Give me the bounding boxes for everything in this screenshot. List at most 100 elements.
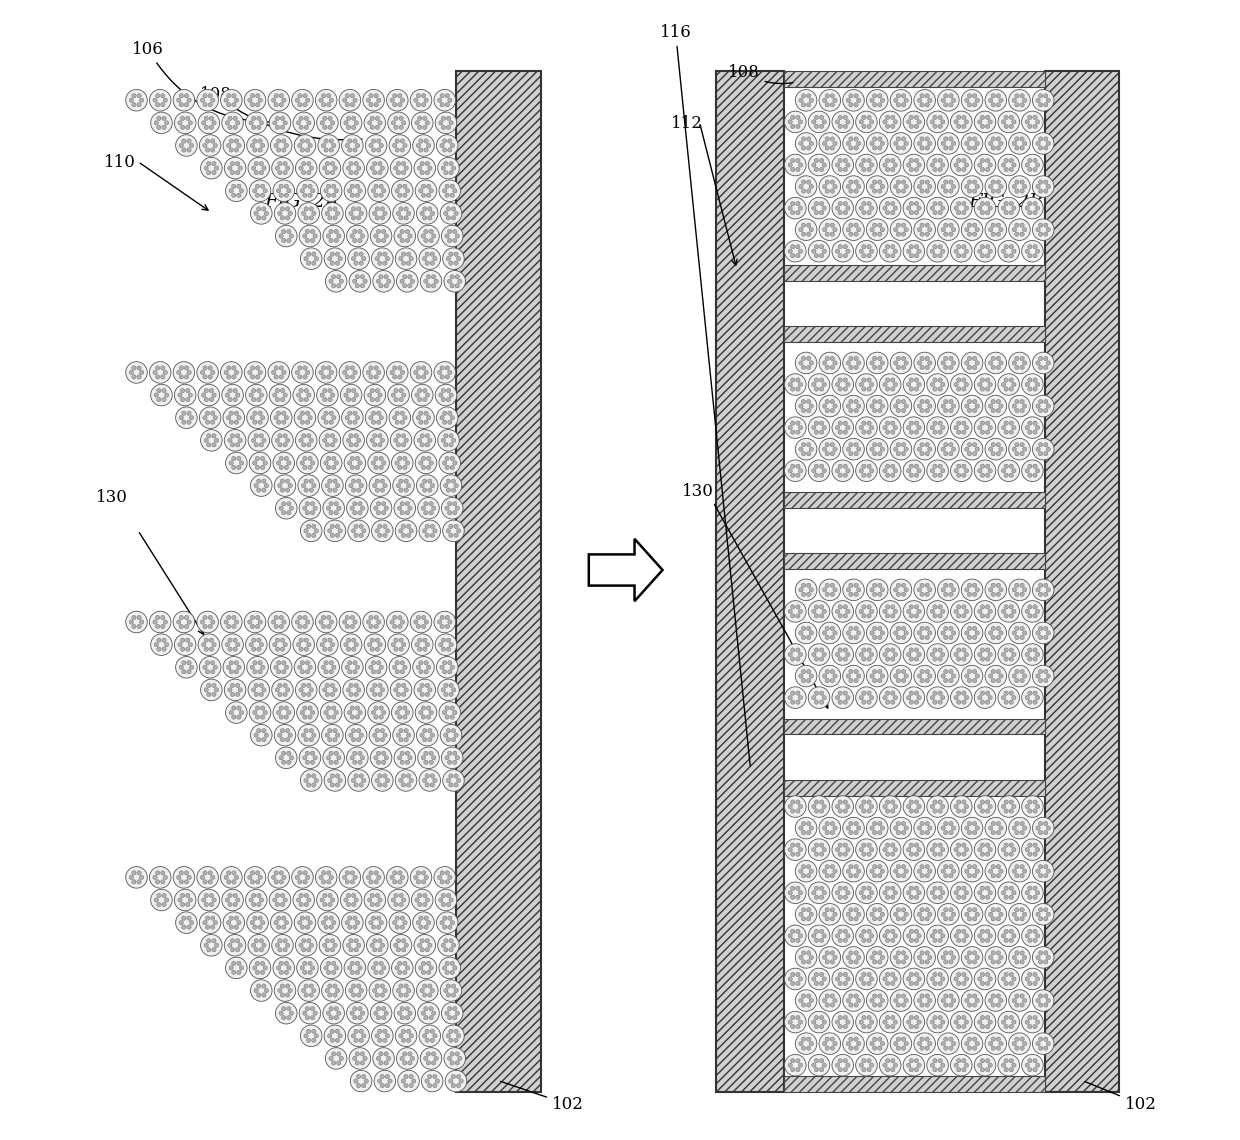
Circle shape xyxy=(280,389,285,393)
Circle shape xyxy=(944,951,947,955)
Circle shape xyxy=(425,774,429,779)
Circle shape xyxy=(212,162,216,165)
Circle shape xyxy=(441,943,445,947)
Circle shape xyxy=(1033,946,1054,968)
Circle shape xyxy=(893,120,898,124)
Circle shape xyxy=(1035,1020,1040,1024)
Circle shape xyxy=(937,1025,942,1028)
Circle shape xyxy=(949,233,954,236)
Circle shape xyxy=(975,154,996,176)
Circle shape xyxy=(1035,404,1040,408)
Circle shape xyxy=(366,620,371,625)
Circle shape xyxy=(1022,796,1043,817)
Circle shape xyxy=(429,502,433,506)
Circle shape xyxy=(932,613,937,618)
Circle shape xyxy=(932,800,937,804)
Circle shape xyxy=(873,907,877,912)
Circle shape xyxy=(1022,241,1043,262)
Circle shape xyxy=(309,479,314,483)
Circle shape xyxy=(274,375,278,380)
Circle shape xyxy=(402,947,405,952)
Circle shape xyxy=(372,211,377,215)
Circle shape xyxy=(446,903,450,906)
Circle shape xyxy=(1023,955,1027,960)
Circle shape xyxy=(348,938,353,943)
Circle shape xyxy=(862,430,866,434)
Circle shape xyxy=(988,1042,993,1045)
Circle shape xyxy=(883,609,887,613)
Circle shape xyxy=(893,805,898,808)
Circle shape xyxy=(796,982,800,986)
Circle shape xyxy=(343,643,348,646)
Circle shape xyxy=(1022,839,1043,861)
Circle shape xyxy=(951,404,956,408)
Circle shape xyxy=(285,206,290,211)
Circle shape xyxy=(849,917,853,921)
Circle shape xyxy=(916,805,921,808)
Circle shape xyxy=(289,756,294,760)
Circle shape xyxy=(1038,408,1043,413)
Circle shape xyxy=(304,206,309,211)
Circle shape xyxy=(396,925,399,929)
Circle shape xyxy=(846,425,851,430)
Circle shape xyxy=(956,842,961,847)
Circle shape xyxy=(415,958,436,978)
Circle shape xyxy=(854,223,858,227)
Circle shape xyxy=(347,226,368,246)
Circle shape xyxy=(967,864,972,869)
Circle shape xyxy=(832,1011,853,1033)
Circle shape xyxy=(396,461,399,465)
Circle shape xyxy=(304,1034,309,1037)
Circle shape xyxy=(305,420,310,424)
Circle shape xyxy=(187,876,191,880)
Circle shape xyxy=(843,253,847,258)
Circle shape xyxy=(944,357,947,360)
Circle shape xyxy=(448,1007,451,1011)
Circle shape xyxy=(404,1083,408,1088)
Circle shape xyxy=(398,871,402,876)
Circle shape xyxy=(252,438,255,442)
Circle shape xyxy=(403,715,407,719)
Circle shape xyxy=(419,139,423,144)
Circle shape xyxy=(305,876,310,880)
Circle shape xyxy=(985,579,1007,601)
Circle shape xyxy=(430,211,434,215)
Circle shape xyxy=(299,1002,321,1024)
Circle shape xyxy=(281,661,286,665)
Circle shape xyxy=(306,683,311,687)
Circle shape xyxy=(351,738,356,742)
Circle shape xyxy=(445,103,449,107)
Circle shape xyxy=(1023,98,1027,103)
Circle shape xyxy=(949,1047,954,1050)
Circle shape xyxy=(387,89,408,111)
Circle shape xyxy=(408,1060,412,1065)
Circle shape xyxy=(1012,206,1016,210)
Circle shape xyxy=(962,605,966,609)
Circle shape xyxy=(378,261,382,266)
Circle shape xyxy=(187,139,191,144)
Circle shape xyxy=(873,917,877,921)
Circle shape xyxy=(856,796,877,817)
Circle shape xyxy=(357,993,361,998)
Circle shape xyxy=(1014,1037,1019,1041)
Circle shape xyxy=(988,588,993,592)
Circle shape xyxy=(1004,700,1008,705)
Circle shape xyxy=(862,464,866,469)
Circle shape xyxy=(376,398,379,401)
Circle shape xyxy=(283,433,288,438)
Circle shape xyxy=(201,157,222,179)
Circle shape xyxy=(303,93,308,98)
Circle shape xyxy=(904,912,908,917)
Circle shape xyxy=(991,907,996,912)
Circle shape xyxy=(838,253,842,258)
Circle shape xyxy=(420,1048,441,1069)
Circle shape xyxy=(335,774,340,779)
Circle shape xyxy=(1044,1037,1048,1041)
Circle shape xyxy=(932,972,937,977)
Circle shape xyxy=(869,163,874,168)
Circle shape xyxy=(424,661,428,665)
Circle shape xyxy=(257,389,262,393)
Circle shape xyxy=(227,103,231,107)
Circle shape xyxy=(347,661,352,665)
Circle shape xyxy=(820,352,841,374)
